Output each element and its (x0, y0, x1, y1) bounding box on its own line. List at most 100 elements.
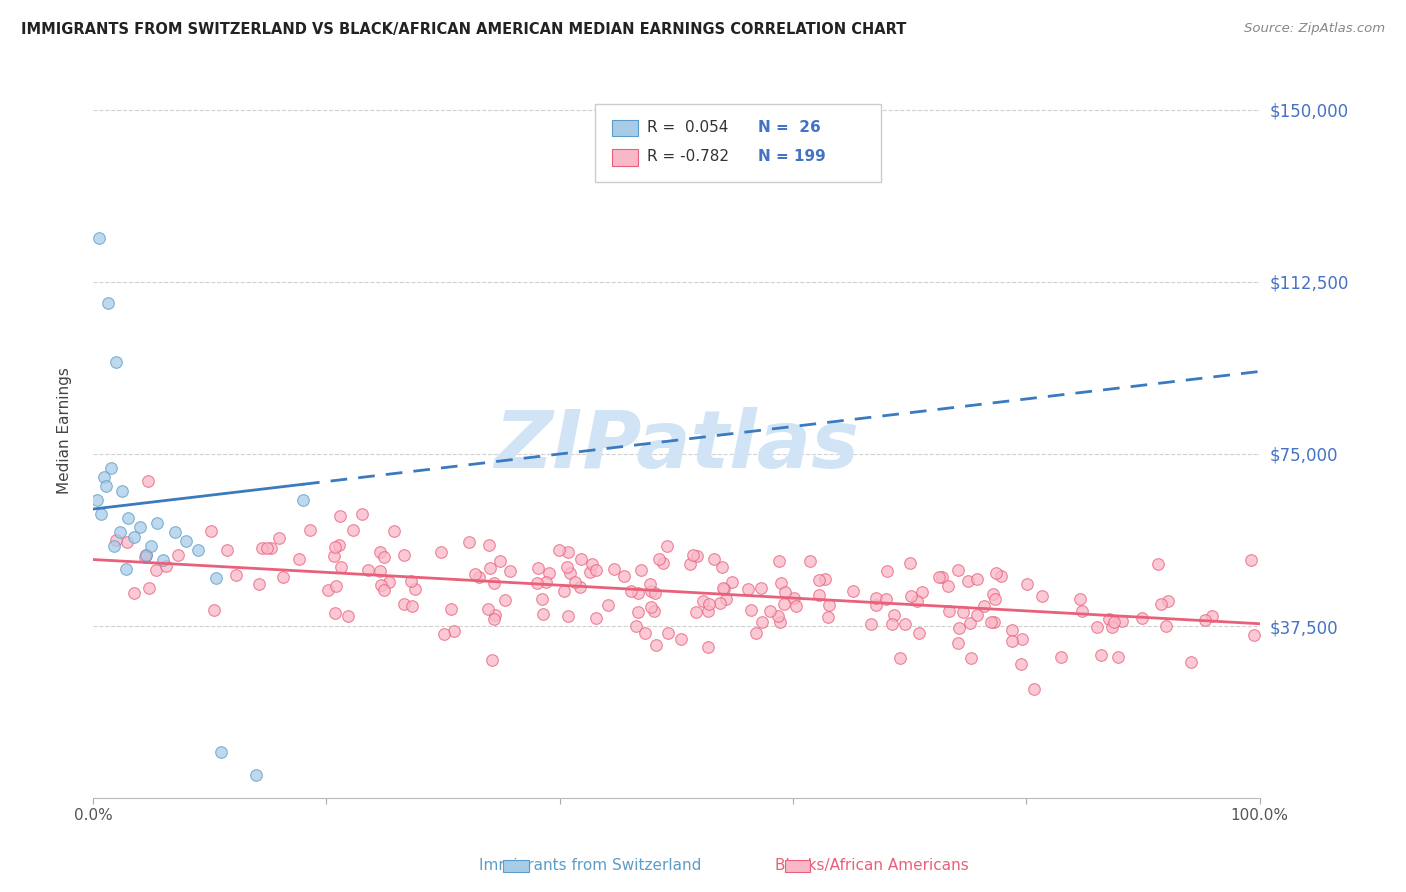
Point (980, 615, 1002, 629)
Point (538, 566, 561, 580)
Point (247, 576, 270, 591)
Point (373, 582, 395, 597)
Point (87, 231, 110, 245)
Point (204, 571, 226, 585)
Point (569, 580, 592, 594)
Point (983, 615, 1005, 629)
Point (697, 597, 720, 611)
Point (841, 583, 863, 598)
Point (135, 548, 157, 562)
Point (685, 605, 707, 619)
Point (464, 567, 486, 582)
Point (818, 598, 841, 612)
Point (564, 575, 586, 590)
Point (122, 586, 145, 600)
Point (882, 617, 904, 632)
Point (336, 609, 359, 624)
Point (443, 624, 465, 638)
Point (1022, 682, 1045, 697)
Point (648, 552, 671, 566)
Point (596, 599, 619, 613)
Point (720, 575, 742, 590)
Point (394, 548, 416, 562)
Point (558, 566, 581, 580)
Point (440, 601, 463, 615)
Point (146, 516, 169, 530)
Point (368, 544, 391, 558)
Point (585, 563, 607, 577)
Point (697, 604, 720, 618)
Point (1015, 577, 1038, 591)
Point (200, 524, 222, 538)
Point (329, 508, 352, 523)
Point (711, 560, 734, 574)
Point (709, 596, 731, 610)
Point (555, 559, 578, 574)
Point (581, 558, 603, 572)
Point (1201, 608, 1223, 623)
Point (766, 609, 789, 624)
Point (86, 492, 108, 507)
Point (807, 574, 830, 588)
Point (534, 574, 557, 589)
Point (703, 551, 725, 566)
Point (900, 590, 922, 604)
Point (100, 460, 122, 475)
Point (122, 530, 145, 544)
Point (911, 585, 934, 599)
Point (267, 531, 290, 545)
Bar (612, 120, 638, 136)
Point (936, 579, 959, 593)
Point (713, 582, 735, 596)
Text: R = -0.782: R = -0.782 (647, 149, 730, 164)
Point (401, 599, 423, 614)
Point (579, 565, 602, 579)
Point (94, 479, 117, 493)
Point (692, 594, 714, 608)
Point (883, 607, 905, 622)
Point (250, 541, 273, 556)
Point (686, 549, 709, 563)
Point (378, 574, 401, 589)
Point (807, 588, 830, 602)
Point (799, 554, 821, 568)
Point (477, 602, 499, 616)
Point (481, 652, 503, 666)
Bar (612, 150, 638, 166)
Point (373, 550, 395, 565)
Point (875, 591, 897, 606)
Point (931, 569, 953, 583)
Point (1069, 592, 1091, 607)
Point (773, 597, 796, 611)
Point (489, 554, 512, 568)
Point (316, 583, 339, 598)
Point (769, 615, 792, 629)
Point (644, 586, 666, 600)
Point (323, 606, 346, 620)
Point (1011, 632, 1033, 646)
Point (432, 627, 454, 641)
Text: N =  26: N = 26 (758, 120, 821, 135)
Point (865, 598, 887, 612)
Point (713, 581, 735, 595)
Point (484, 576, 506, 591)
Point (956, 574, 979, 589)
Point (468, 570, 491, 584)
Point (155, 559, 177, 574)
Point (166, 549, 188, 563)
Text: ZIPatlas: ZIPatlas (494, 407, 859, 484)
Point (948, 622, 970, 636)
Point (1090, 648, 1112, 663)
Point (817, 610, 839, 624)
Point (1098, 612, 1121, 626)
Point (1085, 620, 1108, 634)
Point (759, 603, 782, 617)
Point (1111, 614, 1133, 628)
Point (202, 603, 225, 617)
Point (1010, 657, 1032, 671)
Point (103, 539, 125, 553)
Point (1031, 589, 1053, 603)
Text: N = 199: N = 199 (758, 149, 825, 164)
Point (1102, 615, 1125, 629)
Point (479, 561, 502, 575)
